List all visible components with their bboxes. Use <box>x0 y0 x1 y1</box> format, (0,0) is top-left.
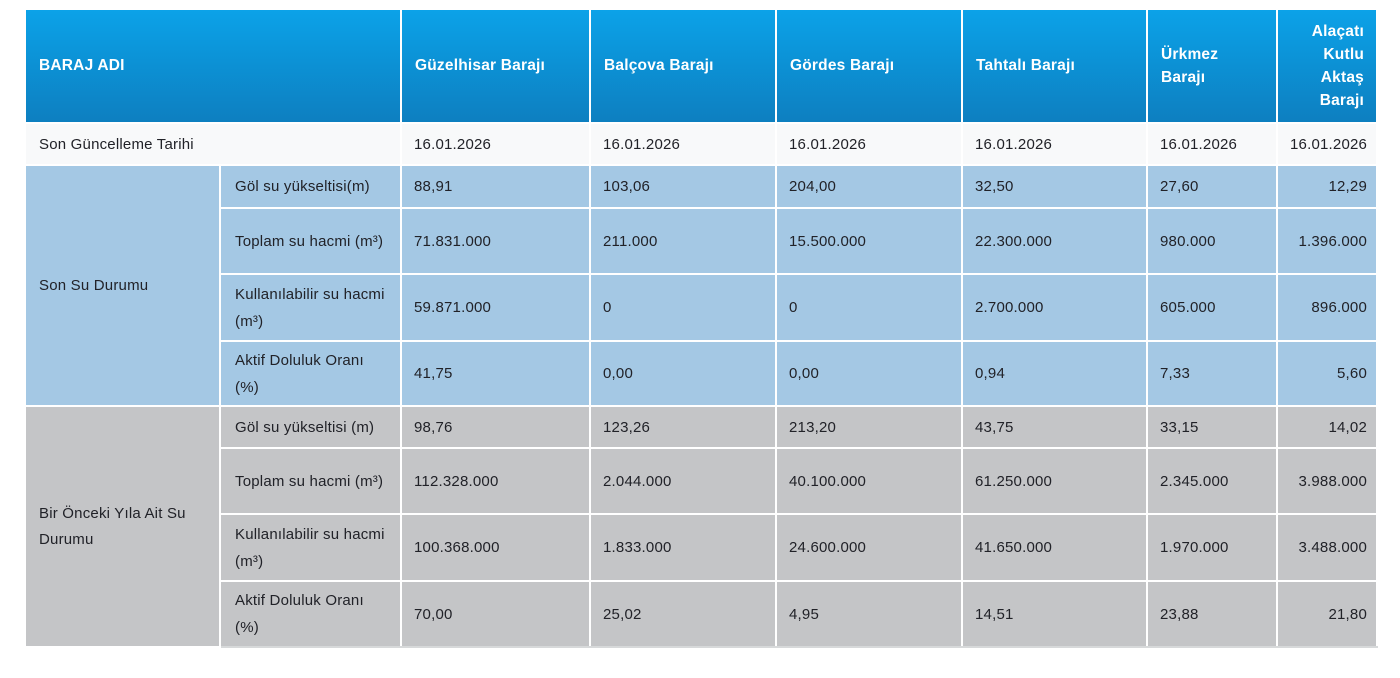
value-cell: 12,29 <box>1276 164 1378 209</box>
value-cell: 980.000 <box>1146 207 1278 275</box>
update-date-cell: 16.01.2026 <box>400 122 591 166</box>
dam-status-table: BARAJ ADI Güzelhisar Barajı Balçova Bara… <box>24 8 1378 648</box>
value-cell: 204,00 <box>775 164 963 209</box>
value-cell: 32,50 <box>961 164 1148 209</box>
row-label: Toplam su hacmi (m³) <box>219 207 402 275</box>
update-date-label: Son Güncelleme Tarihi <box>24 122 402 166</box>
table-row: Toplam su hacmi (m³) 71.831.000 211.000 … <box>25 207 1378 275</box>
header-dam-gordes: Gördes Barajı <box>775 8 963 124</box>
update-date-cell: 16.01.2026 <box>961 122 1148 166</box>
value-cell: 14,51 <box>961 580 1148 648</box>
value-cell: 100.368.000 <box>400 513 591 582</box>
value-cell: 41.650.000 <box>961 513 1148 582</box>
value-cell: 61.250.000 <box>961 447 1148 515</box>
update-date-cell: 16.01.2026 <box>1146 122 1278 166</box>
update-date-row: Son Güncelleme Tarihi 16.01.2026 16.01.2… <box>24 122 1378 166</box>
value-cell: 2.044.000 <box>589 447 777 515</box>
value-cell: 0,00 <box>589 340 777 407</box>
table-row: Bir Önceki Yıla Ait Su Durumu Göl su yük… <box>24 405 1378 648</box>
value-cell: 25,02 <box>589 580 777 648</box>
header-dam-urkmez: Ürkmez Barajı <box>1146 8 1278 124</box>
value-cell: 33,15 <box>1146 405 1278 449</box>
value-cell: 211.000 <box>589 207 777 275</box>
value-cell: 22.300.000 <box>961 207 1148 275</box>
table-row: Son Su Durumu Göl su yükseltisi(m) 88,91… <box>24 164 1378 407</box>
value-cell: 43,75 <box>961 405 1148 449</box>
value-cell: 2.345.000 <box>1146 447 1278 515</box>
update-date-cell: 16.01.2026 <box>775 122 963 166</box>
row-label: Kullanılabilir su hacmi (m³) <box>219 273 402 342</box>
value-cell: 0 <box>589 273 777 342</box>
header-baraj-adi: BARAJ ADI <box>24 8 402 124</box>
value-cell: 23,88 <box>1146 580 1278 648</box>
row-label: Toplam su hacmi (m³) <box>219 447 402 515</box>
value-cell: 0 <box>775 273 963 342</box>
value-cell: 40.100.000 <box>775 447 963 515</box>
row-label: Aktif Doluluk Oranı (%) <box>219 340 402 407</box>
value-cell: 0,94 <box>961 340 1148 407</box>
update-date-cell: 16.01.2026 <box>1276 122 1378 166</box>
value-cell: 605.000 <box>1146 273 1278 342</box>
table-row: Kullanılabilir su hacmi (m³) 100.368.000… <box>25 513 1378 582</box>
update-date-cell: 16.01.2026 <box>589 122 777 166</box>
value-cell: 4,95 <box>775 580 963 648</box>
header-dam-guzelhisar: Güzelhisar Barajı <box>400 8 591 124</box>
value-cell: 27,60 <box>1146 164 1278 209</box>
value-cell: 1.833.000 <box>589 513 777 582</box>
value-cell: 7,33 <box>1146 340 1278 407</box>
table-header-row: BARAJ ADI Güzelhisar Barajı Balçova Bara… <box>24 8 1378 124</box>
value-cell: 59.871.000 <box>400 273 591 342</box>
row-label: Göl su yükseltisi (m) <box>219 405 402 449</box>
row-label: Kullanılabilir su hacmi (m³) <box>219 513 402 582</box>
section-title-onceki-yil: Bir Önceki Yıla Ait Su Durumu <box>24 405 221 648</box>
dam-status-table-container: BARAJ ADI Güzelhisar Barajı Balçova Bara… <box>24 8 1400 648</box>
value-cell: 71.831.000 <box>400 207 591 275</box>
value-cell: 15.500.000 <box>775 207 963 275</box>
value-cell: 21,80 <box>1276 580 1378 648</box>
row-label: Göl su yükseltisi(m) <box>219 164 402 209</box>
value-cell: 0,00 <box>775 340 963 407</box>
row-label: Aktif Doluluk Oranı (%) <box>219 580 402 648</box>
table-row: Aktif Doluluk Oranı (%) 70,00 25,02 4,95… <box>25 580 1378 648</box>
table-row: Kullanılabilir su hacmi (m³) 59.871.000 … <box>25 273 1378 342</box>
table-row: Aktif Doluluk Oranı (%) 41,75 0,00 0,00 … <box>25 340 1378 407</box>
header-dam-alacati: Alaçatı Kutlu Aktaş Barajı <box>1276 8 1378 124</box>
header-dam-balcova: Balçova Barajı <box>589 8 777 124</box>
value-cell: 896.000 <box>1276 273 1378 342</box>
value-cell: 98,76 <box>400 405 591 449</box>
value-cell: 14,02 <box>1276 405 1378 449</box>
value-cell: 123,26 <box>589 405 777 449</box>
value-cell: 3.488.000 <box>1276 513 1378 582</box>
value-cell: 1.396.000 <box>1276 207 1378 275</box>
value-cell: 24.600.000 <box>775 513 963 582</box>
value-cell: 213,20 <box>775 405 963 449</box>
value-cell: 70,00 <box>400 580 591 648</box>
value-cell: 88,91 <box>400 164 591 209</box>
value-cell: 103,06 <box>589 164 777 209</box>
table-row: Toplam su hacmi (m³) 112.328.000 2.044.0… <box>25 447 1378 515</box>
value-cell: 2.700.000 <box>961 273 1148 342</box>
header-dam-tahtali: Tahtalı Barajı <box>961 8 1148 124</box>
value-cell: 3.988.000 <box>1276 447 1378 515</box>
value-cell: 41,75 <box>400 340 591 407</box>
value-cell: 1.970.000 <box>1146 513 1278 582</box>
value-cell: 5,60 <box>1276 340 1378 407</box>
value-cell: 112.328.000 <box>400 447 591 515</box>
section-title-son-su-durumu: Son Su Durumu <box>24 164 221 407</box>
